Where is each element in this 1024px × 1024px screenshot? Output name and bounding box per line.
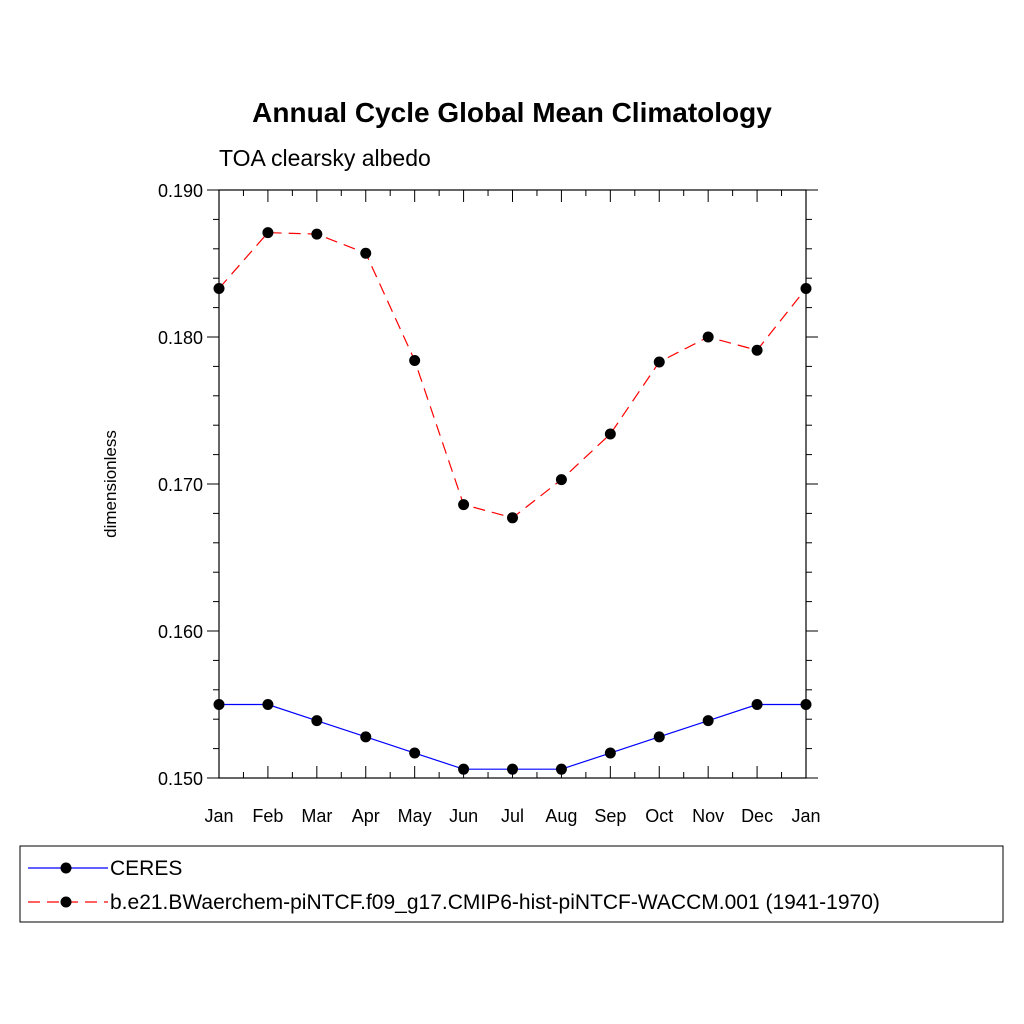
x-tick-label: Dec bbox=[741, 806, 773, 826]
x-tick-label: Apr bbox=[352, 806, 380, 826]
x-tick-label: Jul bbox=[501, 806, 524, 826]
y-tick-label: 0.170 bbox=[158, 475, 203, 495]
series-line-1 bbox=[218, 232, 807, 519]
data-point-series-0 bbox=[507, 763, 518, 775]
y-tick-label: 0.190 bbox=[158, 181, 203, 201]
data-point-series-1 bbox=[262, 227, 274, 239]
y-tick-label: 0.150 bbox=[158, 769, 203, 789]
data-point-series-0 bbox=[653, 731, 665, 743]
x-tick-label: Feb bbox=[252, 806, 283, 826]
data-point-series-1 bbox=[458, 499, 470, 511]
x-tick-label: Oct bbox=[645, 806, 673, 826]
x-tick-label: Sep bbox=[594, 806, 626, 826]
data-point-series-0 bbox=[604, 747, 616, 759]
x-tick-label: Jun bbox=[449, 806, 478, 826]
data-point-series-1 bbox=[653, 356, 665, 368]
x-tick-label: May bbox=[398, 806, 432, 826]
x-tick-label: Jan bbox=[791, 806, 820, 826]
legend: CERES b.e21.BWaerchem-piNTCF.f09_g17.CMI… bbox=[19, 845, 1004, 923]
legend-marker-ceres bbox=[60, 862, 72, 874]
chart-subtitle: TOA clearsky albedo bbox=[219, 145, 431, 171]
legend-label-model: b.e21.BWaerchem-piNTCF.f09_g17.CMIP6-his… bbox=[110, 891, 880, 914]
data-point-series-1 bbox=[702, 331, 714, 343]
y-tick-label: 0.180 bbox=[158, 328, 203, 348]
plot-frame bbox=[218, 189, 807, 779]
x-tick-label: Nov bbox=[692, 806, 724, 826]
y-tick-label: 0.160 bbox=[158, 622, 203, 642]
y-axis-label: dimensionless bbox=[101, 430, 120, 538]
data-point-series-1 bbox=[555, 474, 567, 486]
data-point-series-1 bbox=[409, 355, 421, 367]
data-point-series-1 bbox=[507, 512, 518, 524]
data-point-series-0 bbox=[555, 763, 567, 775]
tick-labels: Jan Feb Mar Apr May Jun Jul Aug Sep Oct Nov Dec Jan0… bbox=[158, 181, 821, 826]
series-lines bbox=[213, 227, 812, 775]
chart-title: Annual Cycle Global Mean Climatology bbox=[252, 97, 772, 128]
data-point-series-0 bbox=[311, 715, 323, 727]
series-line-0 bbox=[219, 703, 806, 770]
data-point-series-0 bbox=[702, 715, 714, 727]
data-point-series-1 bbox=[604, 428, 616, 440]
data-point-series-0 bbox=[262, 699, 274, 710]
legend-marker-model bbox=[60, 896, 72, 908]
data-point-series-1 bbox=[751, 344, 763, 356]
legend-box bbox=[19, 845, 1004, 923]
x-tick-label: Jan bbox=[204, 806, 233, 826]
data-point-series-0 bbox=[409, 747, 421, 759]
data-point-series-1 bbox=[311, 228, 323, 240]
legend-label-ceres: CERES bbox=[110, 857, 182, 880]
data-point-series-1 bbox=[360, 247, 372, 259]
x-tick-label: Aug bbox=[545, 806, 577, 826]
x-tick-label: Mar bbox=[301, 806, 332, 826]
data-point-series-0 bbox=[360, 731, 372, 743]
data-point-series-0 bbox=[458, 763, 470, 775]
data-point-series-0 bbox=[751, 699, 763, 710]
axis-ticks bbox=[207, 189, 818, 779]
